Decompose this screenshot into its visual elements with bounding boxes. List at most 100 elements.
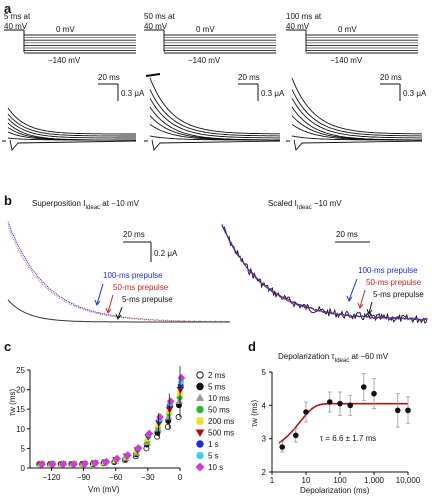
d-y-tick-label: 4 [262, 401, 267, 410]
legend-left-100ms: 100-ms prepulse [103, 271, 163, 280]
d-point [292, 432, 299, 439]
protocol-hold-label: 0 mV [56, 25, 75, 34]
c-point-10s [134, 444, 143, 452]
panel-b-right-legend: 100-ms prepulse 50-ms prepulse 5-ms prep… [346, 266, 424, 316]
a-current-trace [9, 139, 137, 151]
d-x-tick-label: 1 [270, 476, 275, 485]
c-point-10s [123, 451, 132, 459]
c-legend-marker [196, 371, 204, 379]
protocol-hyper-label: −140 mV [330, 56, 363, 65]
d-y-tick-label: 5 [262, 368, 267, 377]
c-y-tick-label: 15 [16, 405, 25, 414]
legend-left-50ms: 50-ms prepulse [113, 283, 169, 292]
c-point-10s [91, 458, 100, 467]
c-legend-marker [195, 462, 205, 472]
c-x-tick-label: 0 [178, 473, 183, 482]
a-scale-current: 0.3 μA [261, 89, 285, 98]
protocol-prepulse-line1: 100 ms at [286, 12, 322, 21]
c-point-10ms [175, 397, 184, 405]
a-scale-time: 20 ms [238, 73, 260, 82]
a-trace-block-2 [144, 77, 281, 151]
c-point-10s [59, 460, 68, 468]
a-trace-block-3 [286, 77, 423, 151]
c-point-10s [113, 454, 122, 463]
d-point [279, 444, 286, 450]
a-current-trace [7, 107, 136, 135]
d-y-tick-label: 2 [262, 468, 267, 477]
panel-d-tau-annotation: τ = 6.6 ± 1.7 ms [320, 434, 376, 443]
legend-left-5ms: 5-ms prepulse [122, 295, 173, 304]
a-current-trace [291, 89, 422, 137]
c-legend-label: 5 ms [208, 383, 225, 392]
a-current-trace [149, 77, 280, 135]
c-x-tick-label: −30 [141, 473, 155, 482]
c-legend-label: 10 ms [208, 394, 230, 403]
b-left-trace [7, 221, 231, 323]
protocol-prepulse-line2: 40 mV [4, 22, 28, 31]
a-current-trace [151, 139, 281, 151]
c-legend-label: 5 s [208, 452, 219, 461]
c-point-10s [145, 429, 154, 438]
panel-b-right-scale-time: 20 ms [336, 230, 358, 239]
d-point [347, 402, 354, 409]
c-legend-label: 200 ms [208, 417, 234, 426]
panel-d-chart: 2 3 4 5 1 10 100 1,000 10,000 [262, 368, 421, 485]
d-point [394, 407, 401, 414]
a-current-trace [291, 77, 422, 135]
panel-b-scale-current: 0.2 μA [154, 249, 178, 258]
d-point [337, 400, 343, 407]
d-y-tick-label: 3 [262, 435, 267, 444]
legend-right-100ms: 100-ms prepulse [358, 266, 418, 275]
c-y-tick-label: 0 [21, 464, 26, 473]
a-scale-current: 0.3 μA [121, 89, 145, 98]
panel-b-traces [7, 221, 428, 324]
c-legend-marker [195, 429, 205, 437]
protocol-prepulse-line1: 50 ms at [144, 12, 175, 21]
b-right-trace [221, 224, 428, 321]
a-scale-current: 0.3 μA [403, 89, 427, 98]
d-x-tick-label: 1,000 [364, 476, 385, 485]
panel-b-left-legend: 100-ms prepulse 50-ms prepulse 5-ms prep… [94, 271, 173, 321]
c-legend-label: 1 s [208, 440, 219, 449]
c-x-tick-label: −90 [77, 473, 91, 482]
protocol-prepulse-line2: 40 mV [144, 22, 168, 31]
b-right-trace [221, 223, 428, 321]
a-current-trace [293, 139, 423, 151]
panel-c-chart: 0 5 10 15 20 25 −120 −90 −60 −30 0 [16, 366, 186, 482]
c-legend-label: 10 s [208, 463, 223, 472]
panel-b-scale-time: 20 ms [123, 230, 145, 239]
protocol-prepulse-line1: 5 ms at [4, 12, 31, 21]
protocol-hold-label: 0 mV [196, 25, 215, 34]
d-point [360, 384, 367, 390]
c-legend-marker [196, 440, 204, 448]
c-legend-marker [196, 382, 204, 391]
a-trace-block-1 [2, 107, 137, 151]
protocol-hold-label: 0 mV [338, 25, 357, 34]
d-x-tick-label: 10 [302, 476, 311, 485]
panel-c-ylabel: τw (ms) [8, 389, 17, 416]
c-legend-marker [195, 393, 205, 401]
d-point [371, 390, 377, 397]
panel-b-right-scale-bar: 20 ms [335, 230, 370, 243]
c-point-10s [70, 460, 79, 468]
b-left-trace [7, 299, 230, 323]
protocol-prepulse-line2: 40 mV [286, 22, 310, 31]
protocol-hyper-label: −140 mV [48, 56, 81, 65]
c-y-tick-label: 5 [21, 444, 26, 453]
d-x-tick-label: 10,000 [396, 476, 421, 485]
c-point-10ms [164, 413, 173, 420]
panel-d-xlabel: Depolarization (ms) [300, 486, 370, 495]
panel-d-ylabel: τw (ms) [250, 400, 259, 427]
panel-b-right-title: Scaled IIdeac −10 mV [268, 199, 342, 211]
panel-d-title: Depolarization τIdeac at −60 mV [278, 352, 389, 364]
c-point-2ms [175, 414, 182, 421]
a-current-trace [7, 118, 136, 139]
c-legend-label: 2 ms [208, 371, 225, 380]
a-current-trace [7, 122, 136, 141]
a-scale-time: 20 ms [98, 73, 120, 82]
c-point-10s [81, 459, 89, 468]
panel-c-xlabel: Vm (mV) [88, 485, 120, 494]
